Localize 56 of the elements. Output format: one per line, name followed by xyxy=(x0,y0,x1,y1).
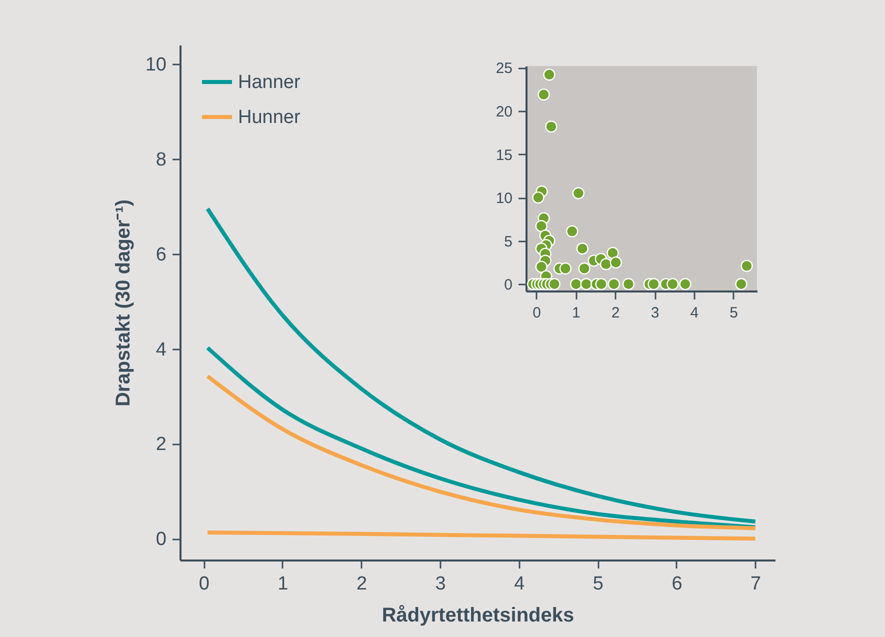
point xyxy=(600,258,612,270)
point xyxy=(610,256,622,269)
y-tick-label: 0 xyxy=(156,529,166,550)
point xyxy=(580,278,592,290)
point xyxy=(535,260,548,273)
legend-label: Hanner xyxy=(238,72,301,93)
point xyxy=(595,278,608,290)
legend-label: Hunner xyxy=(238,107,301,128)
point xyxy=(570,278,582,290)
x-tick-label: 2 xyxy=(611,304,620,322)
x-tick-label: 4 xyxy=(690,304,699,322)
x-tick-label: 0 xyxy=(198,574,210,594)
x-tick-label: 6 xyxy=(672,574,682,594)
line-series xyxy=(206,530,758,541)
point xyxy=(666,278,679,290)
x-tick-label: 1 xyxy=(572,304,580,322)
point xyxy=(548,278,560,290)
y-tick-label: 8 xyxy=(156,149,166,170)
x-tick-label: 7 xyxy=(750,574,762,594)
x-axis-title: Rådyrtetthetsindeks xyxy=(382,604,574,626)
point xyxy=(559,262,572,275)
x-tick-label: 1 xyxy=(278,574,288,594)
y-tick-label: 10 xyxy=(496,190,512,208)
y-tick-label: 6 xyxy=(156,244,166,266)
point xyxy=(622,278,635,290)
point xyxy=(532,191,544,204)
x-tick-label: 5 xyxy=(730,304,738,322)
y-tick-label: 0 xyxy=(504,276,512,294)
y-tick-label: 15 xyxy=(496,146,512,164)
x-tick-label: 3 xyxy=(435,574,446,594)
point xyxy=(572,187,585,200)
y-tick-label: 10 xyxy=(145,54,166,76)
y-axis-title: Drapstakt (30 dager⁻¹) xyxy=(112,199,134,407)
point xyxy=(740,260,753,272)
x-tick-label: 0 xyxy=(532,304,541,322)
point xyxy=(735,278,748,290)
x-tick-label: 5 xyxy=(592,574,604,594)
point xyxy=(538,88,550,101)
x-tick-label: 3 xyxy=(650,304,660,322)
point xyxy=(608,278,620,290)
point xyxy=(679,278,692,290)
point xyxy=(535,220,548,232)
point xyxy=(578,262,590,275)
point xyxy=(566,225,578,238)
y-tick-label: 2 xyxy=(156,434,166,456)
point xyxy=(576,242,588,255)
point xyxy=(543,68,556,81)
point xyxy=(606,246,619,259)
line-series xyxy=(206,374,758,530)
x-tick-label: 2 xyxy=(356,574,368,594)
y-tick-label: 5 xyxy=(504,233,512,250)
y-tick-label: 4 xyxy=(156,339,167,360)
point xyxy=(545,120,558,133)
y-tick-label: 20 xyxy=(496,104,512,120)
y-tick-label: 25 xyxy=(496,60,512,78)
point xyxy=(648,278,660,290)
